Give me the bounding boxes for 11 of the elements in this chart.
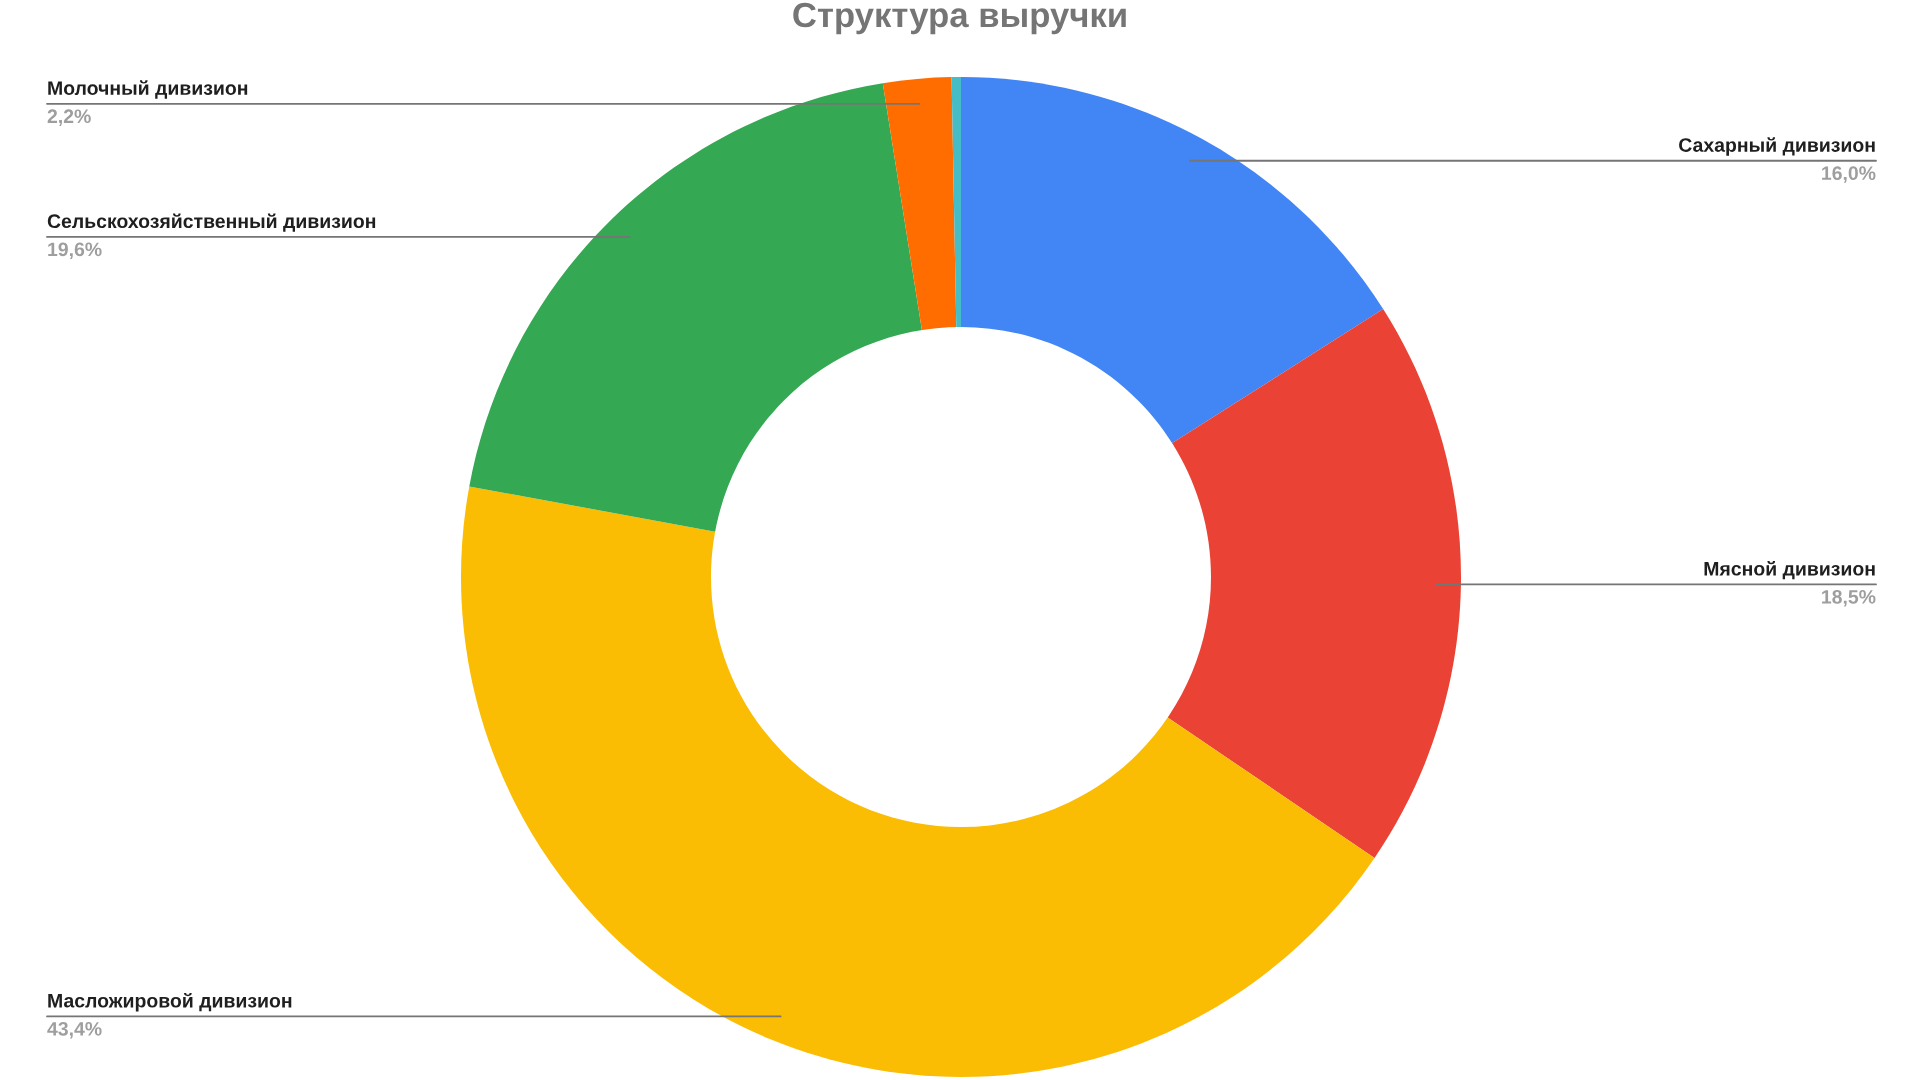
slice-label: Сахарный дивизион [1679,137,1875,156]
slice-label: Сельскохозяйственный дивизион [47,213,376,232]
data-label: 43,4% [47,1021,102,1039]
data-label: 2,2% [47,109,91,126]
data-label: 18,5% [1822,589,1876,607]
chart-title: Структура выручки [793,2,1126,35]
slice-label: Мясной дивизион [1704,560,1875,580]
slice-label: Масложировой дивизион [48,992,292,1012]
data-label: 16,0% [1822,166,1876,183]
slice-label: Молочный дивизион [48,80,248,99]
data-label: 19,6% [48,242,102,260]
